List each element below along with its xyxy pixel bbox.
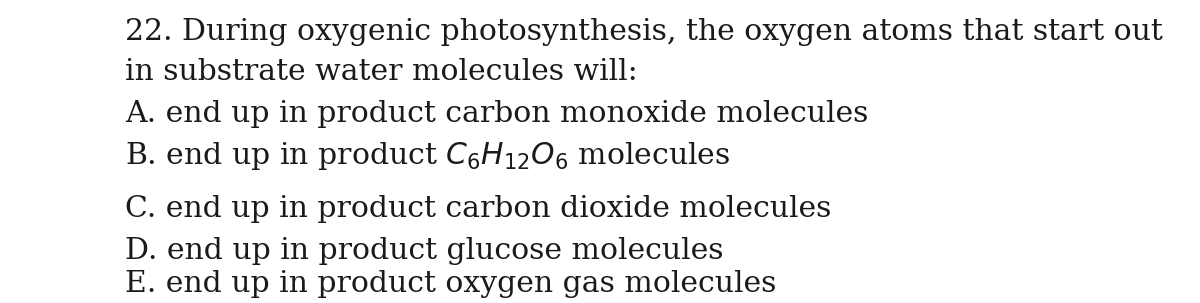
Text: 22. During oxygenic photosynthesis, the oxygen atoms that start out: 22. During oxygenic photosynthesis, the … (125, 18, 1163, 46)
Text: in substrate water molecules will:: in substrate water molecules will: (125, 58, 637, 86)
Text: D. end up in product glucose molecules: D. end up in product glucose molecules (125, 237, 724, 265)
Text: B. end up in product $C_6H_{12}O_6$ molecules: B. end up in product $C_6H_{12}O_6$ mole… (125, 140, 731, 172)
Text: C. end up in product carbon dioxide molecules: C. end up in product carbon dioxide mole… (125, 195, 832, 223)
Text: A. end up in product carbon monoxide molecules: A. end up in product carbon monoxide mol… (125, 100, 869, 128)
Text: E. end up in product oxygen gas molecules: E. end up in product oxygen gas molecule… (125, 270, 776, 298)
